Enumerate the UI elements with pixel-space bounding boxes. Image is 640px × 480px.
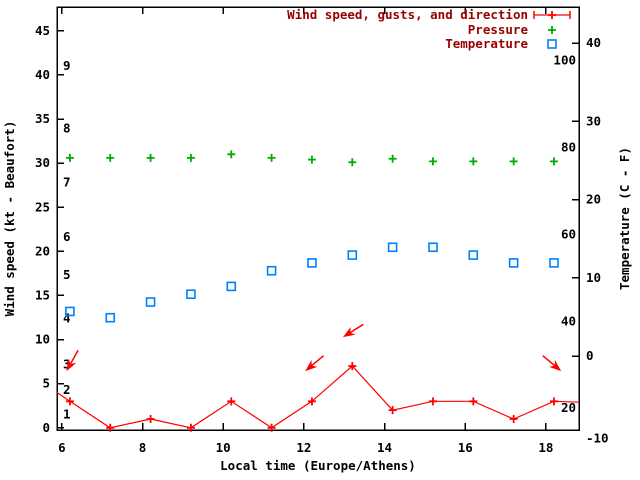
y-left-tick-label: 40	[35, 67, 50, 82]
y-left-tick-label: 5	[42, 376, 50, 391]
pressure-point	[267, 153, 276, 162]
pressure-point	[65, 153, 74, 162]
temperature-point	[105, 312, 116, 323]
pressure-point	[307, 155, 316, 164]
x-tick-label: 18	[538, 440, 553, 455]
temperature-point	[549, 258, 559, 268]
temperature-point	[468, 250, 479, 260]
wind-speed-point	[428, 397, 437, 406]
y-right-tick-label: 30	[586, 113, 601, 128]
y-left-tick-label: 10	[35, 332, 50, 347]
x-tick-label: 6	[58, 440, 66, 455]
pressure-point	[106, 153, 115, 162]
wind-speed-point	[388, 406, 397, 415]
pressure-point	[509, 157, 518, 166]
y-right-tick-label: 10	[586, 270, 601, 285]
beaufort-label: 9	[63, 58, 71, 73]
fahrenheit-label: 60	[561, 226, 576, 241]
temperature-point	[65, 306, 75, 317]
pressure-point	[428, 157, 437, 166]
legend-label: Temperature	[445, 36, 528, 51]
pressure-point	[227, 150, 236, 159]
temperature-point	[347, 250, 358, 260]
y-right-edge-label: -10	[586, 430, 609, 445]
wind-direction-arrow	[542, 355, 562, 372]
legend-pressure-marker	[548, 26, 556, 34]
y-right-tick-label: 20	[586, 192, 601, 207]
y-left-tick-label: 20	[35, 243, 50, 258]
beaufort-label: 8	[63, 121, 71, 136]
legend-plus-marker	[548, 11, 556, 19]
y-left-tick-label: 15	[35, 287, 50, 302]
beaufort-label: 3	[63, 356, 71, 371]
x-tick-label: 14	[377, 440, 392, 455]
fahrenheit-label: 20	[561, 400, 576, 415]
wind-speed-point	[106, 423, 115, 432]
pressure-point	[469, 157, 478, 166]
y-left-tick-label: 45	[35, 23, 50, 38]
beaufort-label: 7	[63, 175, 71, 190]
x-tick-label: 8	[139, 440, 147, 455]
pressure-point	[146, 153, 155, 162]
temperature-point	[428, 242, 438, 253]
pressure-point	[549, 157, 558, 166]
wind-speed-point	[267, 423, 276, 432]
wind-speed-point	[348, 362, 357, 371]
x-tick-label: 12	[296, 440, 311, 455]
temperature-point	[387, 242, 398, 253]
wind-speed-line	[56, 365, 580, 429]
temperature-point	[186, 289, 196, 300]
beaufort-label: 6	[63, 229, 71, 244]
fahrenheit-label: 80	[561, 139, 576, 154]
y-right-tick-label: 40	[586, 35, 601, 50]
y-left-tick-label: 35	[35, 111, 50, 126]
beaufort-label: 2	[63, 382, 71, 397]
wind-speed-point	[146, 414, 155, 423]
y-axis-left-title: Wind speed (kt - Beaufort)	[2, 121, 17, 317]
pressure-point	[186, 153, 195, 162]
wind-speed-point	[65, 397, 74, 406]
wind-speed-point	[549, 397, 558, 406]
plot-border	[56, 6, 580, 431]
temperature-point	[266, 265, 277, 276]
wind-direction-arrow	[66, 349, 79, 372]
y-left-tick-label: 0	[42, 420, 50, 435]
wind-speed-point	[227, 397, 236, 406]
temperature-point	[226, 281, 237, 292]
wind-speed-point	[509, 414, 518, 423]
fahrenheit-label: 40	[561, 313, 576, 328]
fahrenheit-label: 100	[553, 52, 576, 67]
pressure-point	[348, 158, 357, 167]
wind-direction-arrow	[305, 355, 325, 372]
pressure-point	[388, 154, 397, 163]
y-right-tick-label: 0	[586, 348, 594, 363]
wind-speed-point	[186, 423, 195, 432]
wind-direction-arrow	[342, 323, 364, 338]
beaufort-label: 5	[63, 267, 71, 282]
wind-speed-point	[307, 397, 316, 406]
legend-label: Pressure	[468, 22, 529, 37]
x-axis-title: Local time (Europe/Athens)	[220, 458, 416, 473]
legend-temperature-marker	[547, 39, 557, 49]
temperature-point	[145, 297, 156, 307]
wind-speed-point	[469, 397, 478, 406]
y-left-tick-label: 25	[35, 199, 50, 214]
x-tick-label: 10	[216, 440, 231, 455]
beaufort-label: 4	[63, 310, 71, 325]
beaufort-label: 1	[63, 407, 71, 422]
temperature-point	[307, 258, 317, 268]
y-left-tick-label: 30	[35, 155, 50, 170]
x-tick-label: 16	[458, 440, 473, 455]
legend-label: Wind speed, gusts, and direction	[287, 7, 528, 22]
temperature-point	[508, 258, 519, 268]
y-axis-right-title: Temperature (C - F)	[617, 147, 632, 290]
